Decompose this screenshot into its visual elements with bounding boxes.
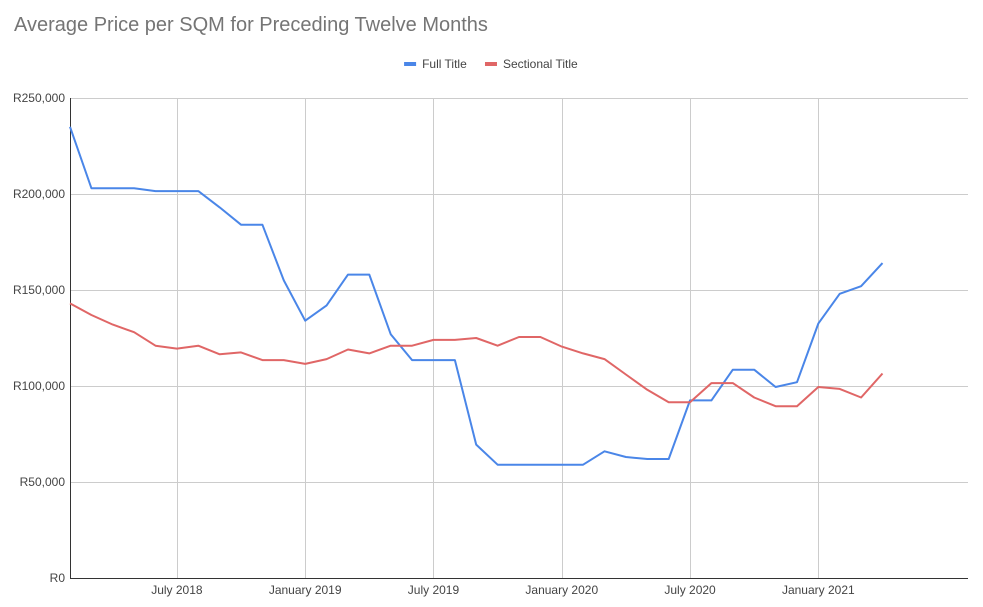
x-tick-label: July 2020 xyxy=(664,583,716,597)
x-tick-label: January 2019 xyxy=(269,583,342,597)
x-tick-label: July 2019 xyxy=(408,583,460,597)
axes xyxy=(70,98,968,579)
series-line-full-title xyxy=(69,126,884,466)
y-tick-label: R0 xyxy=(50,571,66,585)
legend-swatch xyxy=(484,62,497,66)
legend-label: Sectional Title xyxy=(503,57,578,71)
legend[interactable]: Full Title Sectional Title xyxy=(404,57,578,71)
x-tick-label: July 2018 xyxy=(151,583,203,597)
y-tick-label: R100,000 xyxy=(13,379,65,393)
chart-title: Average Price per SQM for Preceding Twel… xyxy=(14,14,488,36)
y-axis-tick-labels: R0 R50,000 R100,000 R150,000 R200,000 R250,00… xyxy=(13,91,65,585)
x-axis-tick-labels: July 2018 January 2019 July 2019 January 20… xyxy=(151,583,855,597)
series-line-sectional-title xyxy=(69,302,884,408)
y-tick-label: R150,000 xyxy=(13,283,65,297)
legend-label: Full Title xyxy=(422,57,467,71)
legend-item-full-title[interactable]: Full Title xyxy=(404,57,467,71)
y-tick-label: R250,000 xyxy=(13,91,65,105)
y-tick-label: R50,000 xyxy=(20,475,66,489)
y-tick-label: R200,000 xyxy=(13,187,65,201)
grid xyxy=(70,98,968,578)
x-tick-label: January 2020 xyxy=(525,583,598,597)
legend-item-sectional-title[interactable]: Sectional Title xyxy=(484,57,578,71)
series xyxy=(69,126,884,466)
legend-swatch xyxy=(404,62,417,66)
x-tick-label: January 2021 xyxy=(782,583,855,597)
